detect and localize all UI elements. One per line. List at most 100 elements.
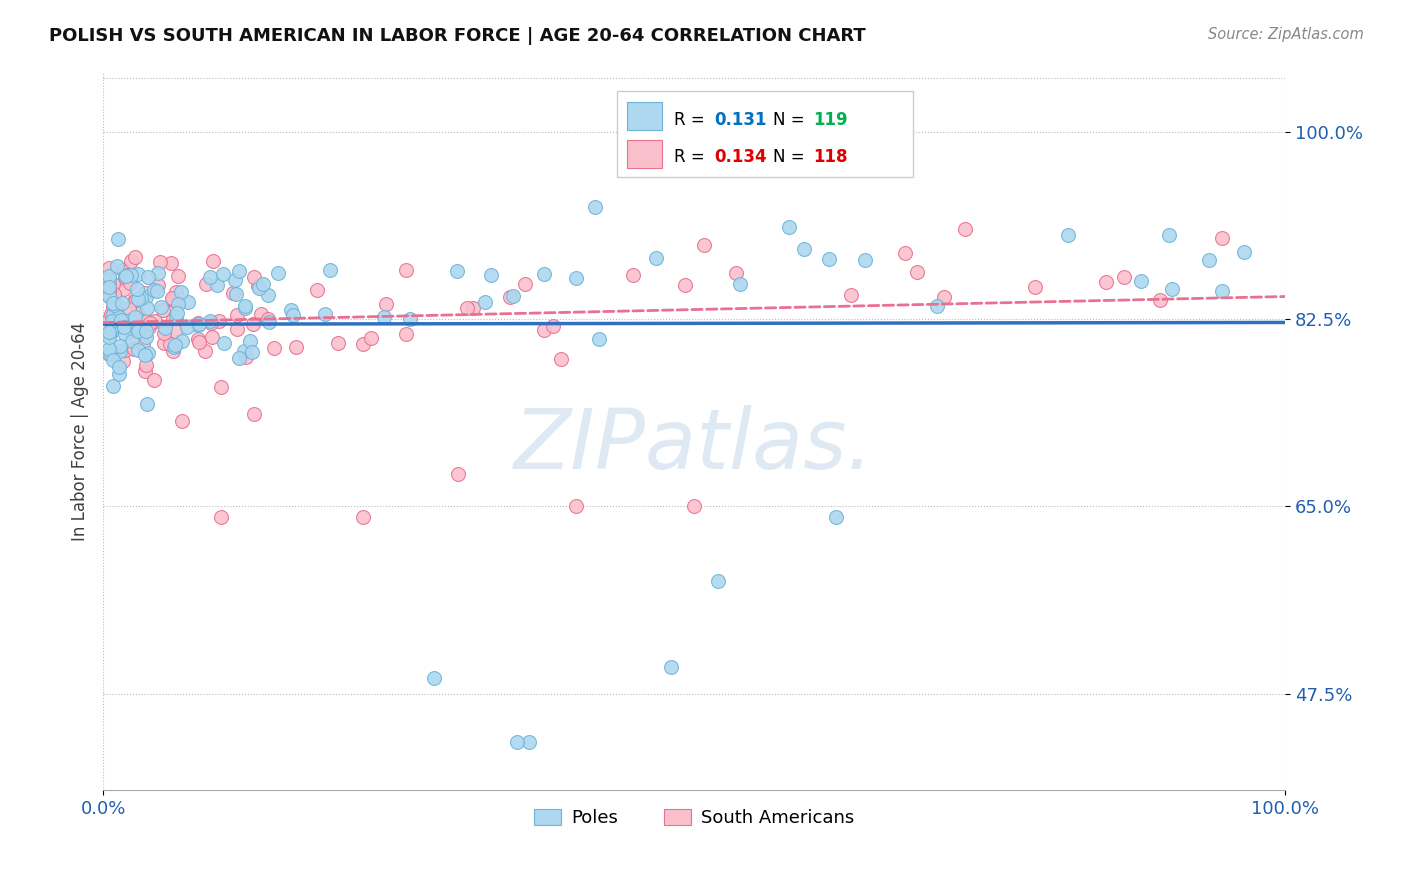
Point xyxy=(201,330,224,344)
Point xyxy=(1057,227,1080,242)
Point xyxy=(150,300,173,314)
Point xyxy=(222,285,245,300)
Point xyxy=(1149,293,1171,307)
Point xyxy=(395,326,418,341)
Point xyxy=(1129,274,1152,288)
Point xyxy=(1095,275,1118,289)
Point xyxy=(198,313,221,327)
Point xyxy=(170,285,193,300)
Point xyxy=(98,283,121,297)
Text: 119: 119 xyxy=(814,111,848,129)
Point xyxy=(101,307,124,321)
Point xyxy=(239,334,262,348)
Point xyxy=(502,289,524,303)
Point xyxy=(533,323,555,337)
Point xyxy=(103,318,125,333)
Point xyxy=(127,267,149,281)
FancyBboxPatch shape xyxy=(617,91,912,177)
Point xyxy=(360,331,382,345)
Point xyxy=(201,253,224,268)
Point xyxy=(112,319,135,334)
Point xyxy=(125,282,148,296)
Point xyxy=(588,333,610,347)
Point xyxy=(163,340,186,354)
FancyBboxPatch shape xyxy=(627,140,662,169)
Point xyxy=(135,314,157,328)
Point xyxy=(114,326,136,341)
Point xyxy=(152,303,174,318)
Text: POLISH VS SOUTH AMERICAN IN LABOR FORCE | AGE 20-64 CORRELATION CHART: POLISH VS SOUTH AMERICAN IN LABOR FORCE … xyxy=(49,27,866,45)
Point xyxy=(135,330,157,344)
Point xyxy=(111,263,134,277)
Point xyxy=(247,279,270,293)
Text: ZIPatlas.: ZIPatlas. xyxy=(515,405,875,486)
Point xyxy=(707,574,730,589)
Point xyxy=(100,307,122,321)
Point xyxy=(228,264,250,278)
Point xyxy=(1233,244,1256,259)
Point xyxy=(283,308,305,322)
Point xyxy=(565,500,588,514)
Point xyxy=(243,407,266,421)
Point xyxy=(127,320,149,334)
Point xyxy=(373,310,395,324)
Point xyxy=(267,266,290,280)
Point xyxy=(110,313,132,327)
Text: 118: 118 xyxy=(814,148,848,166)
Point xyxy=(103,298,125,312)
Point xyxy=(257,311,280,326)
Point xyxy=(446,263,468,277)
Point xyxy=(226,322,249,336)
Point xyxy=(149,254,172,268)
Point xyxy=(136,346,159,360)
Point xyxy=(533,267,555,281)
Point xyxy=(124,250,146,264)
Point xyxy=(118,277,141,291)
Point xyxy=(564,271,586,285)
Point xyxy=(138,270,160,285)
Point xyxy=(146,266,169,280)
Point xyxy=(127,343,149,357)
Point xyxy=(517,735,540,749)
Point xyxy=(165,310,187,325)
Point xyxy=(101,277,124,291)
Point xyxy=(825,510,848,524)
Point xyxy=(1160,282,1182,296)
Point xyxy=(225,287,247,301)
Point xyxy=(200,316,222,330)
Point xyxy=(98,277,121,292)
Point xyxy=(132,337,155,351)
Point xyxy=(167,268,190,283)
Point xyxy=(98,260,121,275)
FancyBboxPatch shape xyxy=(627,102,662,130)
Point xyxy=(162,343,184,358)
Point xyxy=(127,307,149,321)
Point xyxy=(105,259,128,273)
Point xyxy=(352,510,374,524)
Text: N =: N = xyxy=(773,148,810,166)
Point xyxy=(170,414,193,428)
Point xyxy=(115,269,138,284)
Point xyxy=(98,280,121,294)
Point xyxy=(166,296,188,310)
Point xyxy=(129,291,152,305)
Point xyxy=(235,299,257,313)
Point xyxy=(176,320,198,334)
Point xyxy=(285,340,308,354)
Point xyxy=(307,283,329,297)
Point xyxy=(100,322,122,336)
Point xyxy=(146,284,169,298)
Point xyxy=(125,293,148,307)
Point xyxy=(101,316,124,330)
Point xyxy=(124,310,146,324)
Y-axis label: In Labor Force | Age 20-64: In Labor Force | Age 20-64 xyxy=(72,322,89,541)
Point xyxy=(114,343,136,357)
Point xyxy=(645,251,668,265)
Point xyxy=(107,298,129,312)
Point xyxy=(98,289,121,303)
Point xyxy=(724,266,747,280)
Point xyxy=(423,671,446,685)
Point xyxy=(463,301,485,315)
Point xyxy=(894,246,917,260)
Point xyxy=(515,277,537,291)
